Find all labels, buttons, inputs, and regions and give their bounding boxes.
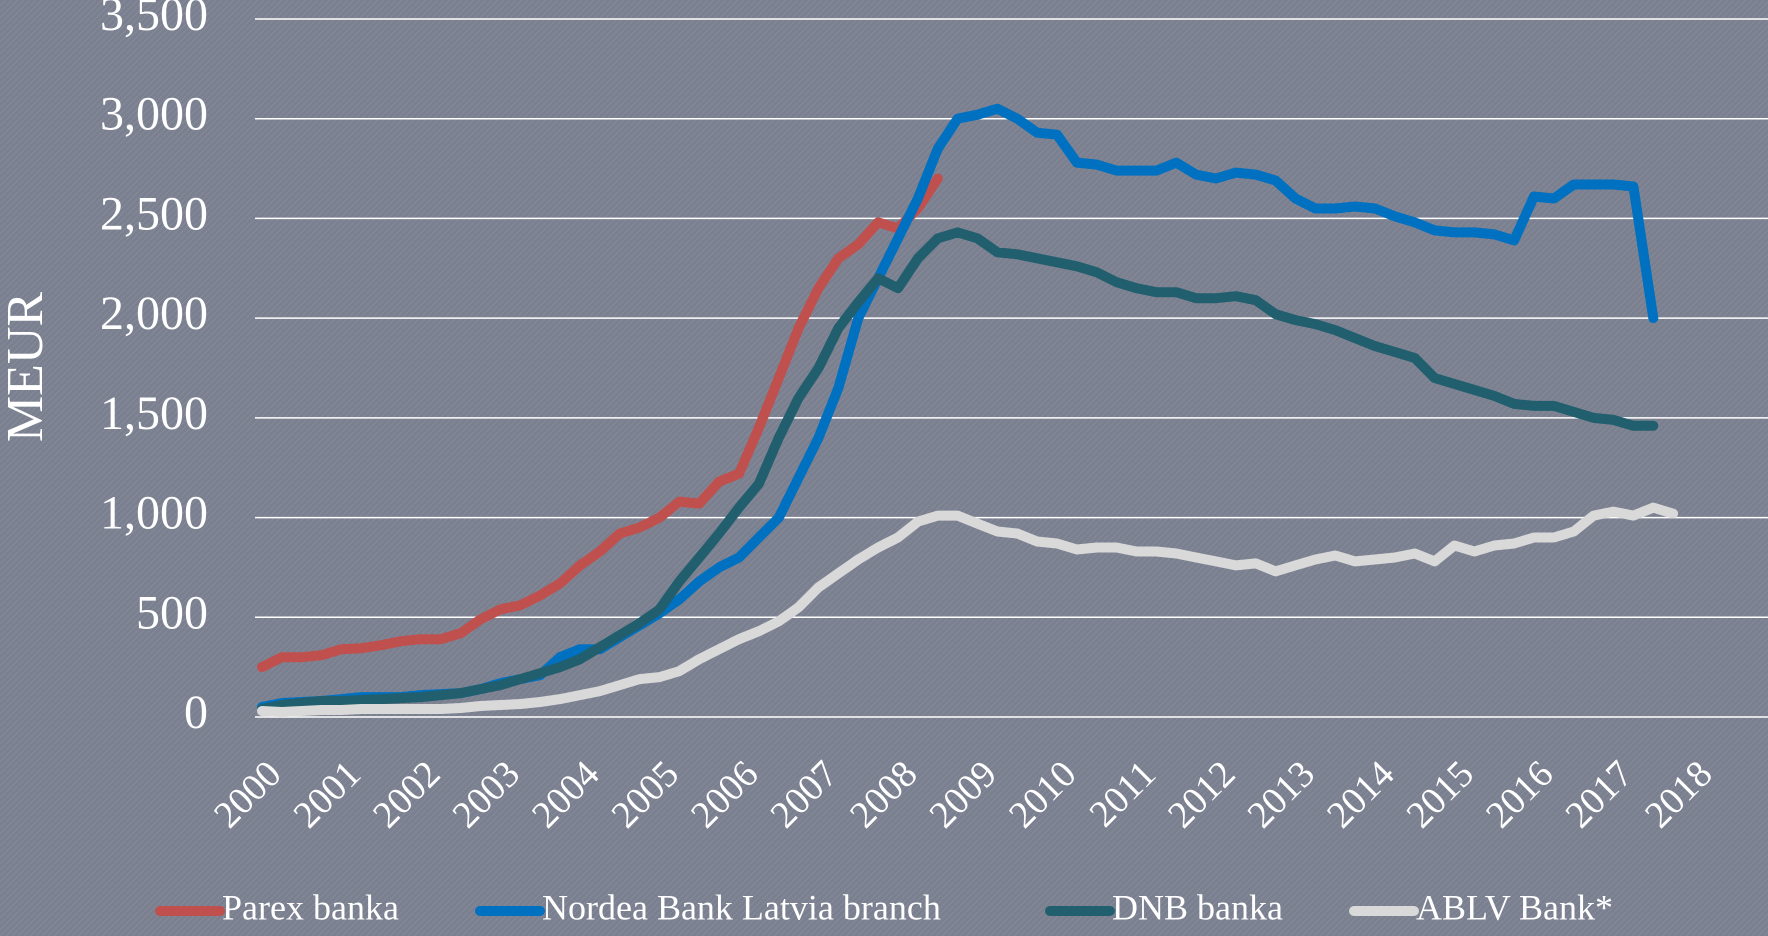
y-axis-label: MEUR [0, 292, 54, 443]
y-tick-label: 500 [136, 586, 208, 639]
legend-label: Nordea Bank Latvia branch [542, 887, 941, 927]
y-tick-label: 3,500 [100, 0, 208, 41]
y-tick-label: 2,500 [100, 187, 208, 240]
y-tick-label: 0 [184, 686, 208, 739]
y-tick-label: 2,000 [100, 287, 208, 340]
legend-label: DNB banka [1112, 887, 1283, 927]
y-tick-label: 3,000 [100, 88, 208, 141]
y-tick-label: 1,500 [100, 387, 208, 440]
y-tick-label: 1,000 [100, 487, 208, 540]
legend-label: ABLV Bank* [1416, 887, 1613, 927]
series-line [257, 173, 943, 673]
series-line [257, 502, 1679, 717]
legend-label: Parex banka [222, 887, 399, 927]
series-line [257, 227, 1659, 714]
